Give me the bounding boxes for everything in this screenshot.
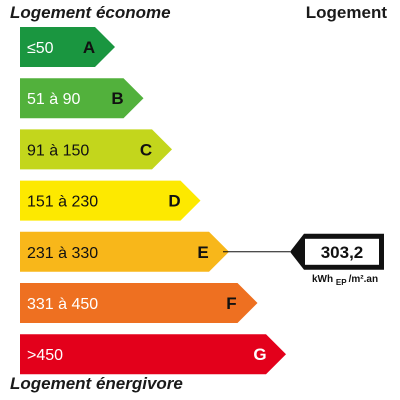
class-arrow-f: [20, 283, 258, 323]
class-arrow-b: [20, 78, 144, 119]
class-arrow-e: [20, 231, 229, 272]
indicator-value-box: [305, 238, 379, 265]
energy-class-a: ≤50 A: [20, 27, 115, 67]
class-range-label: 331 à 450: [27, 296, 98, 313]
class-range-label: 151 à 230: [27, 194, 98, 211]
energy-class-e: 231 à 330 E: [20, 231, 229, 272]
indicator-value: 303,2: [321, 243, 364, 262]
class-range-label: >450: [27, 347, 63, 364]
energy-class-b: 51 à 90 B: [20, 78, 144, 119]
class-letter-label: C: [140, 140, 152, 159]
energy-class-f: 331 à 450 F: [20, 283, 258, 323]
indicator-unit: kWh EP /m².an: [312, 274, 378, 287]
class-arrow-c: [20, 129, 172, 170]
class-letter-label: D: [168, 192, 180, 211]
heading-economical: Logement économe: [10, 3, 171, 22]
class-range-label: 91 à 150: [27, 142, 89, 159]
class-letter-label: G: [253, 345, 266, 364]
class-range-label: 231 à 330: [27, 245, 98, 262]
heading-dwelling: Logement: [305, 3, 387, 22]
consumption-indicator: 303,2 kWh EP /m².an: [223, 233, 384, 287]
energy-class-d: 151 à 230 D: [20, 180, 201, 221]
class-letter-label: E: [197, 243, 208, 262]
class-letter-label: F: [226, 294, 236, 313]
energy-class-g: >450 G: [20, 334, 286, 375]
class-letter-label: A: [83, 38, 95, 57]
class-range-label: ≤50: [27, 40, 54, 57]
heading-energy-intensive: Logement énergivore: [10, 374, 183, 393]
class-arrow-g: [20, 334, 286, 375]
class-range-label: 51 à 90: [27, 91, 80, 108]
class-arrow-d: [20, 180, 201, 221]
class-letter-label: B: [111, 89, 123, 108]
energy-class-c: 91 à 150 C: [20, 129, 172, 170]
class-arrow-a: [20, 27, 115, 67]
